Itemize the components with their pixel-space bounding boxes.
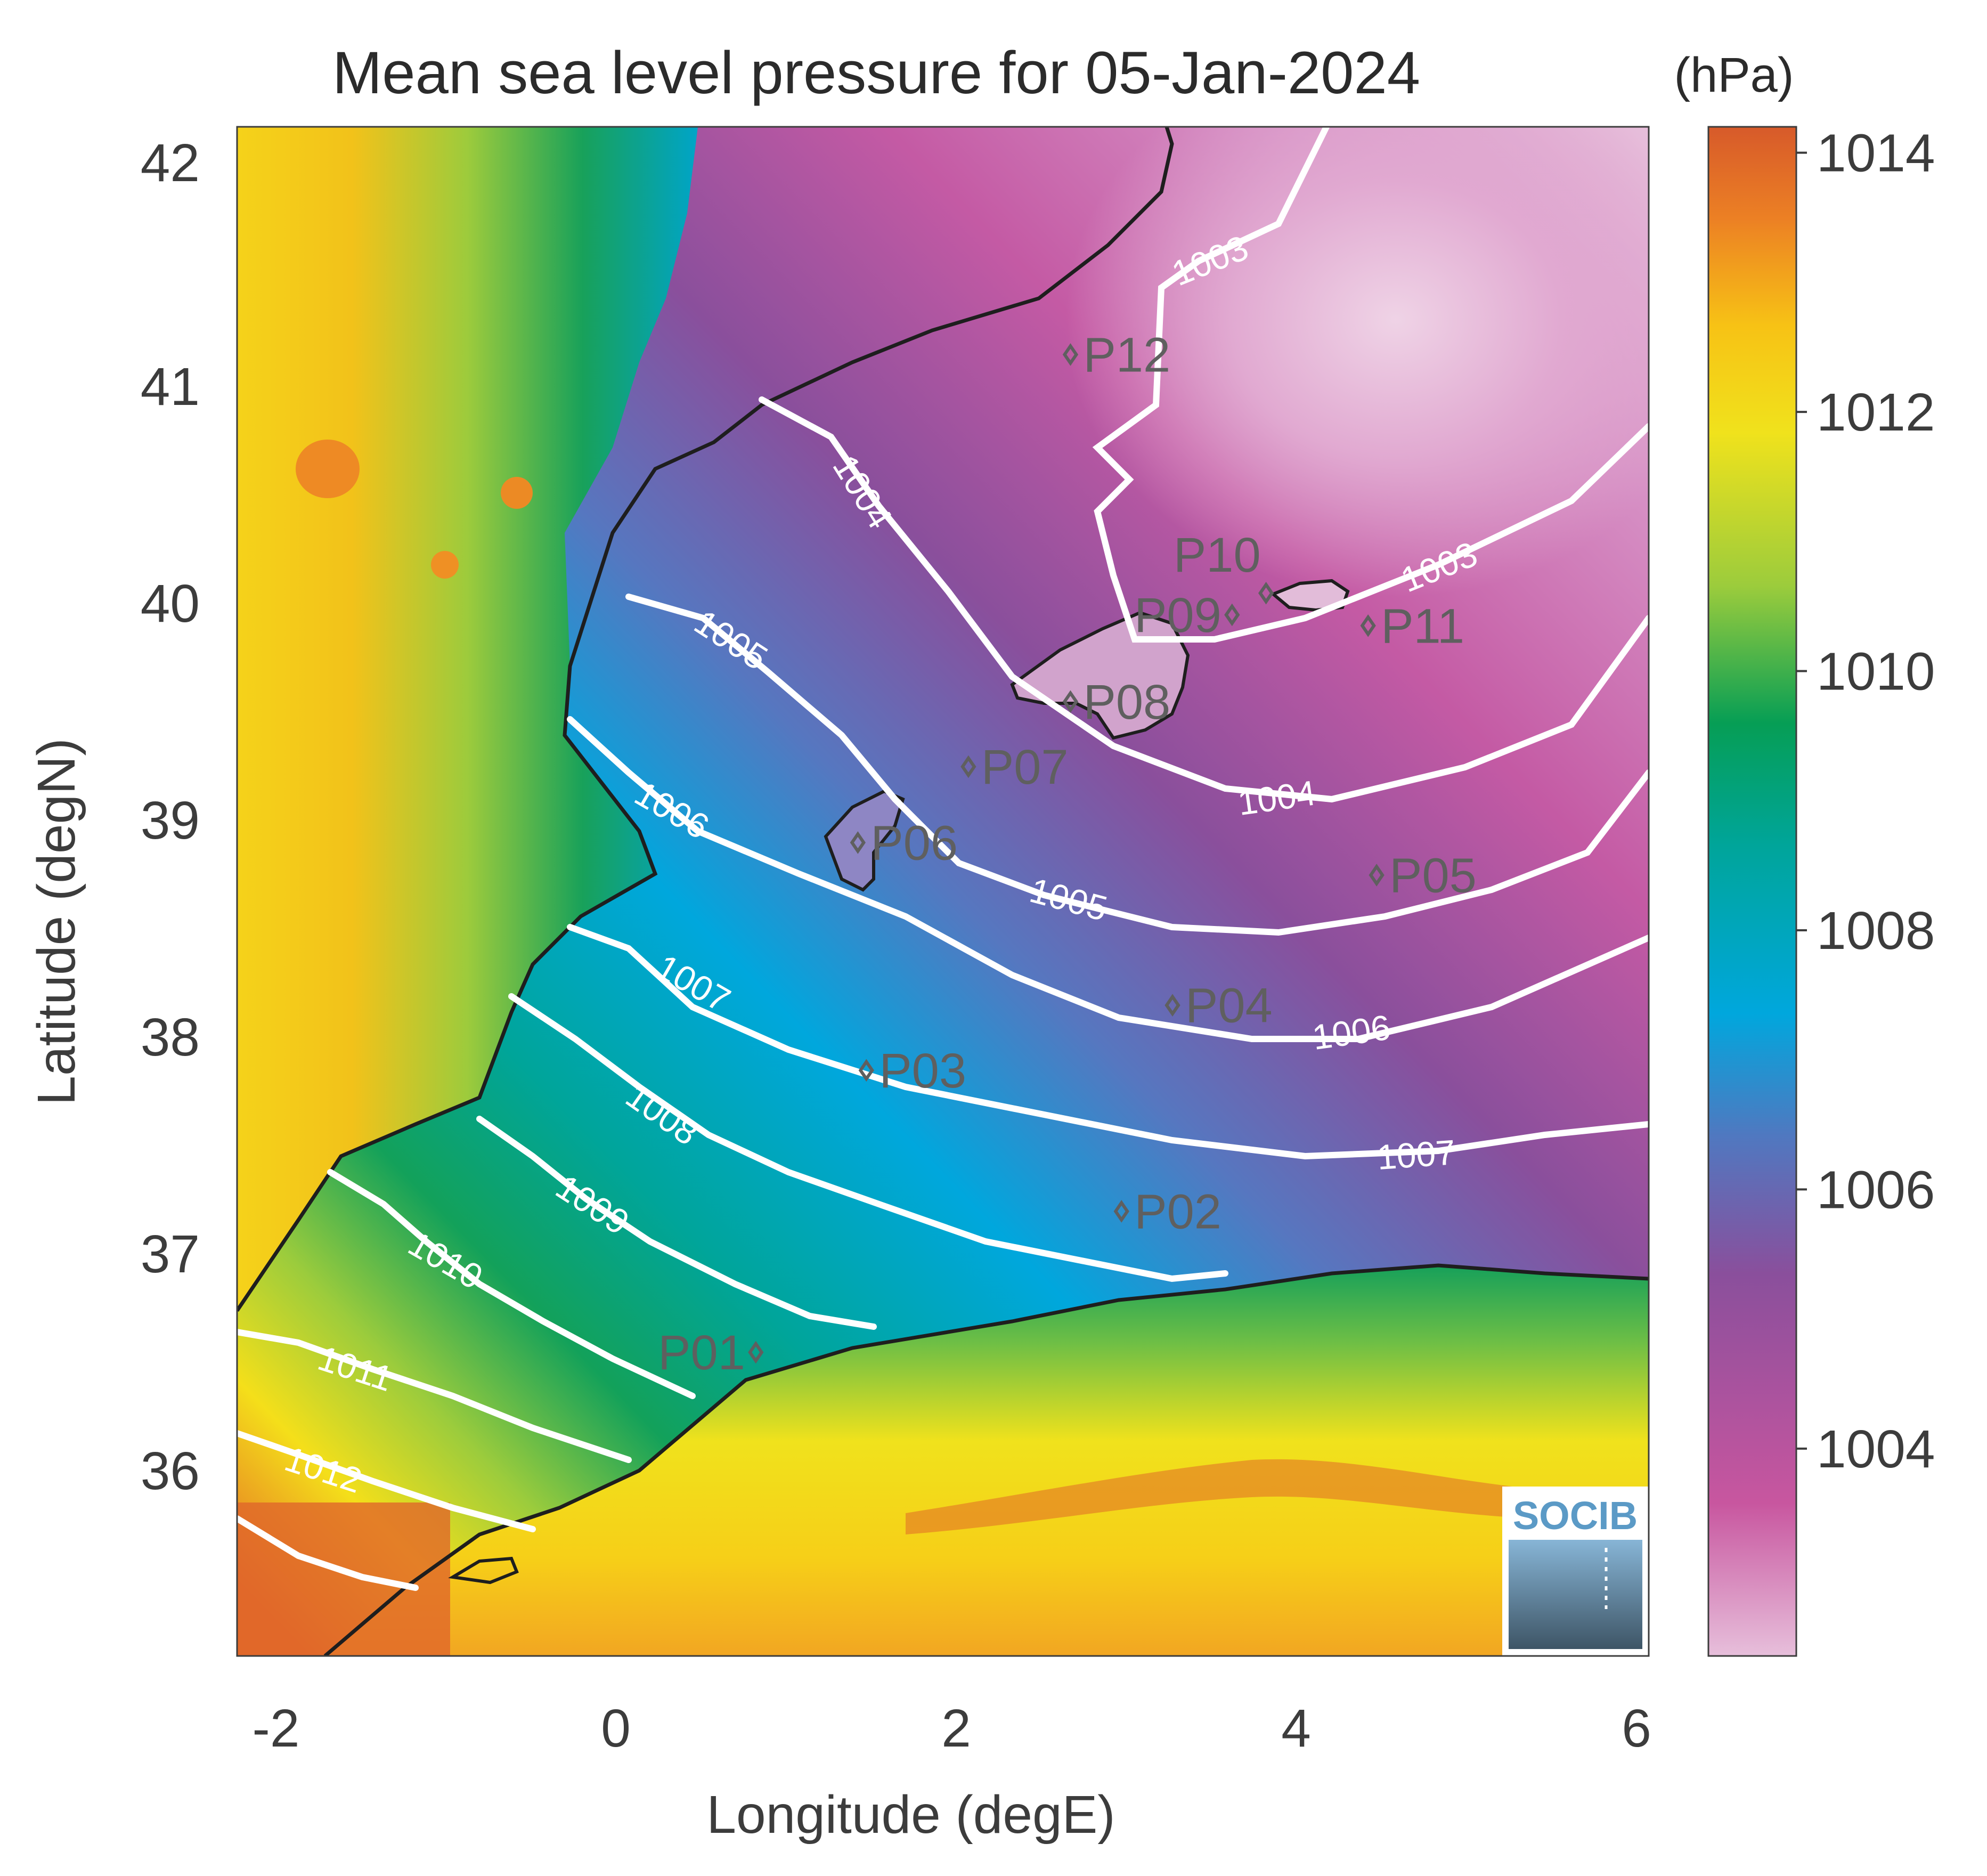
socib-logo-text: SOCIB bbox=[1513, 1493, 1638, 1538]
isobar-lines bbox=[237, 127, 1649, 1591]
station-marker bbox=[1360, 614, 1376, 637]
isobar-1008 bbox=[508, 993, 1228, 1282]
station-label: P04 bbox=[1185, 979, 1273, 1033]
y-tick-label: 41 bbox=[141, 357, 200, 417]
africa-coastline bbox=[323, 1263, 1649, 1656]
station-marker bbox=[858, 1059, 874, 1082]
y-axis: 36 37 38 39 40 41 42 Latitude (degN) bbox=[27, 133, 200, 1501]
map-plot-area: 1003 1003 1004 1004 1005 1005 1006 1006 … bbox=[237, 127, 1649, 1656]
x-tick-label: 2 bbox=[941, 1699, 971, 1758]
alboran-island-outline bbox=[448, 1556, 519, 1585]
y-tick-label: 42 bbox=[141, 133, 200, 193]
station-marker bbox=[1062, 343, 1079, 366]
station-label: P09 bbox=[1134, 588, 1221, 643]
isobar-label: 1007 bbox=[1376, 1132, 1457, 1177]
station-label: P07 bbox=[981, 740, 1069, 794]
station-label: P08 bbox=[1083, 675, 1170, 729]
station-label: P02 bbox=[1134, 1184, 1221, 1239]
africa-highlands bbox=[906, 1459, 1598, 1534]
colorbar-unit-label: (hPa) bbox=[1674, 48, 1794, 102]
station-marker bbox=[1113, 1200, 1129, 1223]
station-marker bbox=[1258, 581, 1274, 605]
map-frame bbox=[236, 126, 1650, 1657]
station-marker bbox=[960, 755, 976, 778]
x-tick-label: 0 bbox=[601, 1699, 631, 1758]
isobar-1011 bbox=[237, 1329, 632, 1463]
station-label: P01 bbox=[658, 1326, 745, 1380]
colorbar-tick-label: 1010 bbox=[1817, 642, 1935, 702]
x-axis: -2 0 2 4 6 Longitude (degE) bbox=[253, 1699, 1651, 1845]
station-marker bbox=[1062, 690, 1079, 713]
map-title: Mean sea level pressure for 05-Jan-2024 bbox=[332, 39, 1420, 106]
land-patch bbox=[296, 440, 360, 498]
land-patch bbox=[431, 551, 459, 579]
colorbar-tick-label: 1004 bbox=[1817, 1419, 1935, 1479]
y-tick-label: 37 bbox=[141, 1224, 200, 1284]
station-label: P11 bbox=[1381, 599, 1464, 653]
isobar-1005 bbox=[625, 594, 1649, 936]
stations-layer: P01 P02 P03 P04 P05 P06 P07 P08 P09 P10 P11 P12 bbox=[658, 328, 1477, 1380]
colorbar-ticks: 1004 1006 1008 1010 1012 1014 bbox=[1796, 124, 1935, 1479]
station-marker bbox=[1224, 603, 1240, 627]
x-tick-label: -2 bbox=[253, 1699, 300, 1758]
isobar-1007 bbox=[567, 924, 1649, 1160]
colorbar: 1004 1006 1008 1010 1012 1014 bbox=[1707, 124, 1935, 1657]
colorbar-tick-label: 1008 bbox=[1817, 901, 1935, 961]
station-marker bbox=[748, 1341, 764, 1364]
isobar-1012 bbox=[237, 1430, 536, 1532]
isobar-1009 bbox=[476, 1116, 877, 1330]
x-tick-label: 6 bbox=[1622, 1699, 1651, 1758]
y-tick-label: 36 bbox=[141, 1441, 200, 1501]
station-label: P05 bbox=[1389, 848, 1477, 903]
socib-logo: SOCIB bbox=[1502, 1487, 1649, 1656]
ibiza-island bbox=[824, 789, 905, 892]
iberia-coastline bbox=[237, 127, 1174, 1312]
x-tick-label: 4 bbox=[1281, 1699, 1311, 1758]
colorbar-gradient bbox=[1707, 126, 1797, 1657]
station-marker bbox=[1164, 994, 1180, 1017]
y-axis-label: Latitude (degN) bbox=[27, 738, 86, 1105]
station-marker bbox=[1369, 864, 1385, 887]
isobar-1003-west bbox=[1092, 127, 1649, 643]
iberia-land bbox=[237, 127, 698, 1311]
y-tick-label: 38 bbox=[141, 1008, 200, 1067]
low-pressure-core bbox=[1065, 127, 1649, 597]
isobar-1010 bbox=[327, 1169, 696, 1399]
x-axis-label: Longitude (degE) bbox=[706, 1785, 1115, 1845]
colorbar-tick-label: 1012 bbox=[1817, 383, 1935, 442]
colorbar-tick-label: 1014 bbox=[1817, 124, 1935, 183]
station-label: P10 bbox=[1174, 528, 1261, 582]
y-tick-label: 40 bbox=[141, 574, 200, 634]
isobar-1006 bbox=[567, 716, 1649, 1042]
y-tick-label: 39 bbox=[141, 791, 200, 850]
station-label: P12 bbox=[1083, 328, 1170, 382]
isobar-1013 bbox=[237, 1515, 419, 1591]
station-label: P06 bbox=[870, 816, 958, 870]
isobar-1004 bbox=[759, 396, 1649, 803]
station-label: P03 bbox=[879, 1044, 966, 1098]
north-africa-land bbox=[325, 1265, 1649, 1656]
land-patch bbox=[501, 477, 533, 509]
colorbar-tick-label: 1006 bbox=[1817, 1160, 1935, 1220]
station-marker bbox=[850, 831, 866, 854]
